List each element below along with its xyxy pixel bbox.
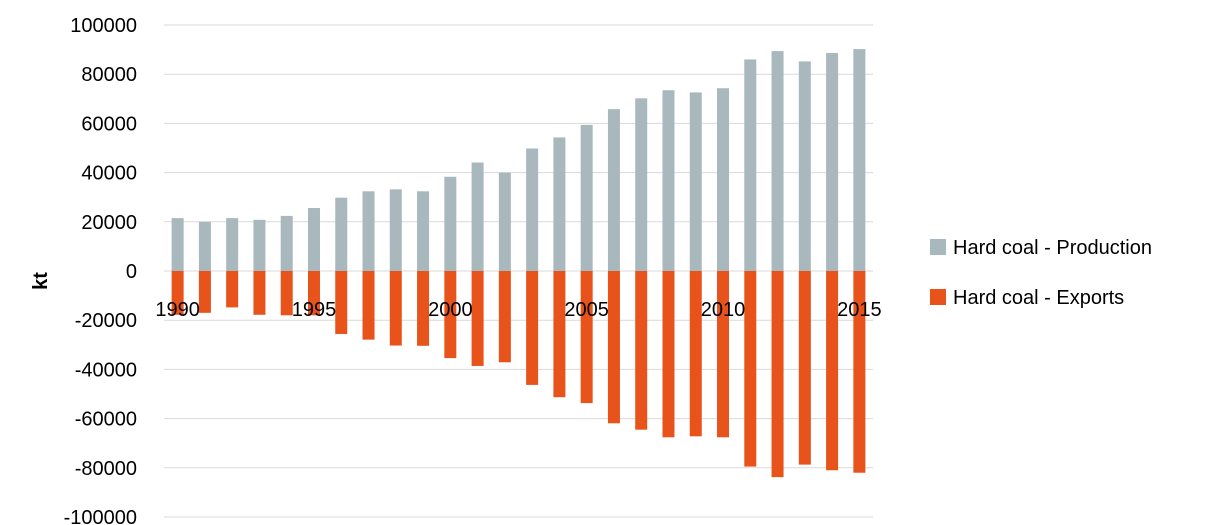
- production-bar: [690, 92, 702, 271]
- production-bar: [363, 191, 375, 271]
- production-bar: [417, 191, 429, 271]
- legend: Hard coal - Production Hard coal - Export…: [930, 237, 1152, 309]
- gridlines: [164, 25, 873, 517]
- production-bar: [499, 173, 511, 271]
- production-bar: [172, 218, 184, 271]
- legend-label: Hard coal - Production: [953, 237, 1152, 259]
- y-tick-label: -20000: [75, 310, 137, 332]
- production-bar: [308, 208, 320, 271]
- exports-bar: [526, 271, 538, 385]
- production-bar: [199, 222, 211, 271]
- production-bar: [581, 125, 593, 271]
- exports-bar: [717, 271, 729, 437]
- production-bar: [253, 220, 265, 271]
- x-tick-label: 2005: [564, 299, 609, 321]
- exports-bar: [690, 271, 702, 436]
- exports-bar: [772, 271, 784, 477]
- production-bar: [853, 49, 865, 271]
- production-bar: [799, 61, 811, 271]
- y-axis-tick-labels: -100000 -80000 -60000 -40000 -20000 0 20000 400…: [64, 15, 137, 525]
- y-tick-label: -100000: [64, 507, 137, 525]
- production-bar: [826, 53, 838, 271]
- exports-bar: [553, 271, 565, 397]
- y-axis-title: kt: [30, 272, 52, 290]
- y-tick-label: 0: [126, 261, 137, 283]
- exports-bar: [335, 271, 347, 334]
- legend-label: Hard coal - Exports: [953, 287, 1124, 309]
- exports-bar: [744, 271, 756, 467]
- production-bar: [335, 198, 347, 271]
- legend-swatch: [930, 289, 946, 305]
- production-bar: [744, 59, 756, 271]
- production-bar: [772, 51, 784, 271]
- x-tick-label: 2015: [837, 299, 882, 321]
- exports-bar: [390, 271, 402, 346]
- exports-bar: [799, 271, 811, 465]
- production-bar: [526, 148, 538, 271]
- exports-bar: [608, 271, 620, 423]
- production-bar: [390, 189, 402, 271]
- x-tick-label: 1990: [155, 299, 200, 321]
- x-tick-label: 2010: [701, 299, 746, 321]
- exports-bar: [662, 271, 674, 437]
- y-tick-label: 20000: [81, 212, 137, 234]
- y-tick-label: 80000: [81, 64, 137, 86]
- y-tick-label: 40000: [81, 163, 137, 185]
- exports-bar: [635, 271, 647, 430]
- y-tick-label: -40000: [75, 359, 137, 381]
- production-bar: [226, 218, 238, 271]
- y-tick-label: 100000: [70, 15, 137, 37]
- legend-swatch: [930, 239, 946, 255]
- exports-bar: [472, 271, 484, 366]
- production-bar: [717, 88, 729, 271]
- exports-bar: [499, 271, 511, 362]
- production-bar: [281, 216, 293, 271]
- x-tick-label: 2000: [428, 299, 473, 321]
- exports-bar: [581, 271, 593, 403]
- exports-bar: [199, 271, 211, 313]
- production-bar: [662, 90, 674, 271]
- production-bar: [444, 177, 456, 271]
- production-bar: [635, 98, 647, 271]
- exports-bar: [253, 271, 265, 315]
- y-tick-label: -80000: [75, 458, 137, 480]
- x-tick-label: 1995: [292, 299, 337, 321]
- exports-bar: [226, 271, 238, 307]
- y-tick-label: 60000: [81, 113, 137, 135]
- bars: [172, 49, 866, 477]
- production-bar: [608, 109, 620, 271]
- exports-bar: [363, 271, 375, 340]
- production-bar: [472, 163, 484, 271]
- y-tick-label: -60000: [75, 409, 137, 431]
- production-bar: [553, 137, 565, 271]
